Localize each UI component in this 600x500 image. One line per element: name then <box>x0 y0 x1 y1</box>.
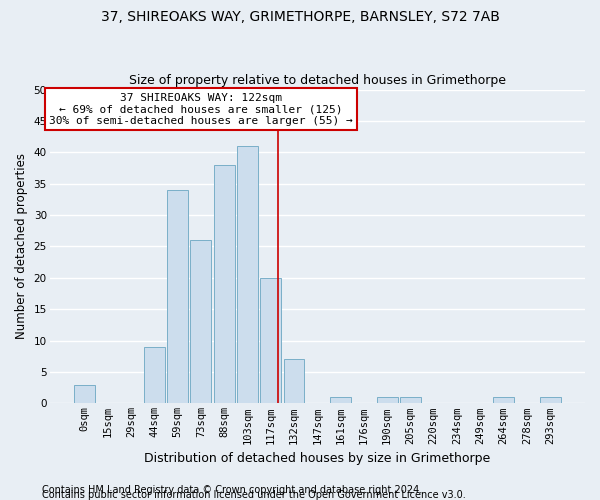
Bar <box>144 347 165 404</box>
Bar <box>330 397 351 404</box>
Bar <box>214 165 235 404</box>
Bar <box>190 240 211 404</box>
Bar <box>400 397 421 404</box>
Bar <box>540 397 560 404</box>
Bar <box>74 384 95 404</box>
Bar <box>493 397 514 404</box>
Title: Size of property relative to detached houses in Grimethorpe: Size of property relative to detached ho… <box>129 74 506 87</box>
Text: 37, SHIREOAKS WAY, GRIMETHORPE, BARNSLEY, S72 7AB: 37, SHIREOAKS WAY, GRIMETHORPE, BARNSLEY… <box>101 10 499 24</box>
X-axis label: Distribution of detached houses by size in Grimethorpe: Distribution of detached houses by size … <box>144 452 490 465</box>
Bar <box>167 190 188 404</box>
Bar <box>237 146 258 404</box>
Text: 37 SHIREOAKS WAY: 122sqm
← 69% of detached houses are smaller (125)
30% of semi-: 37 SHIREOAKS WAY: 122sqm ← 69% of detach… <box>49 92 353 126</box>
Bar <box>260 278 281 404</box>
Text: Contains public sector information licensed under the Open Government Licence v3: Contains public sector information licen… <box>42 490 466 500</box>
Bar <box>284 360 304 404</box>
Bar <box>377 397 398 404</box>
Text: Contains HM Land Registry data © Crown copyright and database right 2024.: Contains HM Land Registry data © Crown c… <box>42 485 422 495</box>
Y-axis label: Number of detached properties: Number of detached properties <box>15 154 28 340</box>
